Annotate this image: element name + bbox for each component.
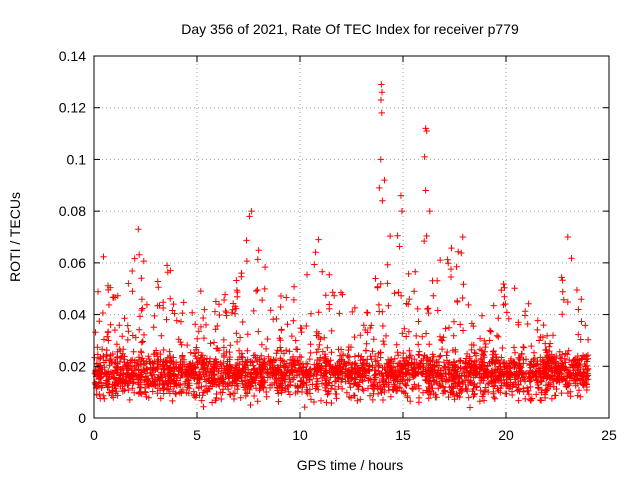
x-tick-label: 15 [395, 427, 411, 443]
roti-outlier-point [564, 233, 571, 241]
roti-outlier-point [459, 233, 466, 241]
y-tick-label: 0.06 [59, 255, 86, 271]
plot-frame [93, 55, 610, 419]
x-tick-label: 10 [292, 427, 308, 443]
chart-title: Day 356 of 2021, Rate Of TEC Index for r… [181, 21, 519, 37]
roti-outlier-point [378, 81, 385, 88]
roti-point-cloud [91, 232, 592, 411]
y-tick-label: 0.14 [59, 48, 86, 64]
y-tick-label: 0.02 [59, 358, 86, 374]
x-tick-label: 25 [601, 427, 617, 443]
roti-outlier-point [377, 156, 384, 163]
roti-outlier-point [315, 236, 322, 243]
roti-outlier-point [381, 176, 388, 184]
y-axis-label: ROTI / TECUs [7, 192, 23, 282]
roti-outlier-point [426, 207, 433, 215]
roti-outlier-point [376, 184, 383, 192]
roti-outlier-point [423, 127, 430, 135]
data-points [91, 81, 592, 411]
roti-outlier-point [422, 187, 429, 194]
y-tick-label: 0.12 [59, 100, 86, 116]
roti-outlier-point [379, 197, 386, 204]
y-tick-label: 0.1 [67, 151, 87, 167]
axes: 0 0.02 0.04 0.06 0.08 0.1 0.12 0.14 0 5 10 15 20 25 [59, 48, 617, 443]
x-tick-label: 20 [498, 427, 514, 443]
grid [94, 56, 609, 418]
roti-outlier-point [378, 89, 386, 96]
y-tick-label: 0.04 [59, 307, 86, 323]
y-tick-label: 0 [78, 410, 86, 426]
y-tick-label: 0.08 [59, 203, 86, 219]
roti-outlier-point [421, 153, 428, 161]
roti-outlier-point [246, 213, 253, 220]
roti-outlier-point [398, 207, 406, 215]
x-tick-label: 5 [193, 427, 201, 443]
roti-outlier-point [135, 226, 142, 233]
roti-outlier-point [397, 192, 405, 199]
x-tick-label: 0 [90, 427, 98, 443]
x-axis-label: GPS time / hours [297, 457, 404, 473]
roti-outlier-point [248, 207, 255, 215]
roti-outlier-point [377, 96, 385, 104]
roti-outlier-point [378, 109, 385, 117]
